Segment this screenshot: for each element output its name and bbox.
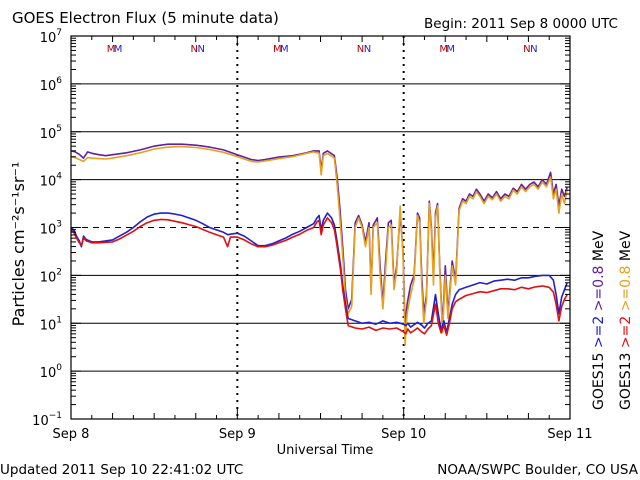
x-tick-label: Sep 9 — [219, 427, 256, 442]
y-tick-label: 106 — [40, 76, 63, 94]
y-tick-label: 107 — [40, 28, 62, 46]
series-layer — [70, 143, 568, 346]
local-time-markers: MM N N MM N N MM N N — [107, 44, 538, 55]
x-tick-label: Sep 10 — [381, 427, 426, 442]
legend-goes15: GOES15 >=2 >=0.8 MeV — [591, 230, 607, 410]
chart-title: GOES Electron Flux (5 minute data) — [12, 9, 279, 27]
x-axis: Sep 8 Sep 9 Sep 10 Sep 11 — [53, 36, 593, 442]
series-line-1 — [70, 145, 568, 346]
local-time-marker: M — [273, 44, 282, 55]
y-tick-label: 10−1 — [32, 411, 62, 429]
y-tick-label: 101 — [40, 315, 62, 333]
updated-label: Updated 2011 Sep 10 22:41:02 UTC — [0, 462, 243, 478]
local-time-marker: M — [446, 44, 455, 55]
x-axis-title: Universal Time — [277, 443, 374, 458]
local-time-marker: N — [523, 44, 530, 55]
local-time-marker: M — [107, 44, 116, 55]
local-time-marker: N — [197, 44, 204, 55]
legend-entry: MeV — [591, 230, 607, 265]
legend-entry: >=2 — [591, 316, 607, 353]
begin-label: Begin: 2011 Sep 8 0000 UTC — [424, 16, 618, 32]
local-time-marker: N — [190, 44, 197, 55]
legend-goes13: GOES13 >=2 >=0.8 MeV — [618, 230, 634, 410]
grid-layer — [71, 36, 570, 419]
legend-entry: GOES15 — [591, 353, 607, 410]
y-tick-label: 104 — [40, 172, 63, 190]
y-axis: 107 106 105 104 103 102 101 100 10−1 — [32, 28, 570, 429]
y-axis-title: Particles cm⁻²s⁻¹sr⁻¹ — [9, 162, 28, 327]
local-time-marker: N — [364, 44, 371, 55]
legend-entry: GOES13 — [618, 353, 634, 410]
legend-entry: >=2 — [618, 316, 634, 353]
y-tick-label: 100 — [40, 363, 63, 381]
legend-entry: >=0.8 — [591, 266, 607, 316]
legend-entry: MeV — [618, 230, 634, 265]
x-tick-label: Sep 11 — [547, 427, 592, 442]
y-tick-label: 103 — [40, 220, 62, 238]
y-tick-label: 102 — [40, 267, 62, 285]
local-time-marker: N — [530, 44, 537, 55]
y-tick-label: 105 — [40, 124, 62, 142]
local-time-marker: M — [439, 44, 448, 55]
legend-entry: >=0.8 — [618, 266, 634, 316]
local-time-marker: N — [357, 44, 364, 55]
local-time-marker: M — [114, 44, 123, 55]
source-label: NOAA/SWPC Boulder, CO USA — [437, 462, 639, 478]
local-time-marker: M — [280, 44, 289, 55]
series-line-3 — [70, 217, 568, 337]
x-tick-label: Sep 8 — [53, 427, 90, 442]
